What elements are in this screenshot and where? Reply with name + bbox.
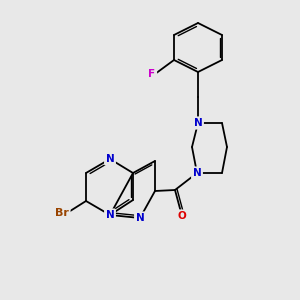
- Text: N: N: [106, 210, 114, 220]
- Text: N: N: [136, 213, 144, 223]
- Text: N: N: [193, 168, 201, 178]
- Text: F: F: [148, 69, 156, 79]
- Text: Br: Br: [55, 208, 69, 218]
- Text: N: N: [106, 154, 114, 164]
- Text: O: O: [178, 211, 186, 221]
- Text: N: N: [194, 118, 202, 128]
